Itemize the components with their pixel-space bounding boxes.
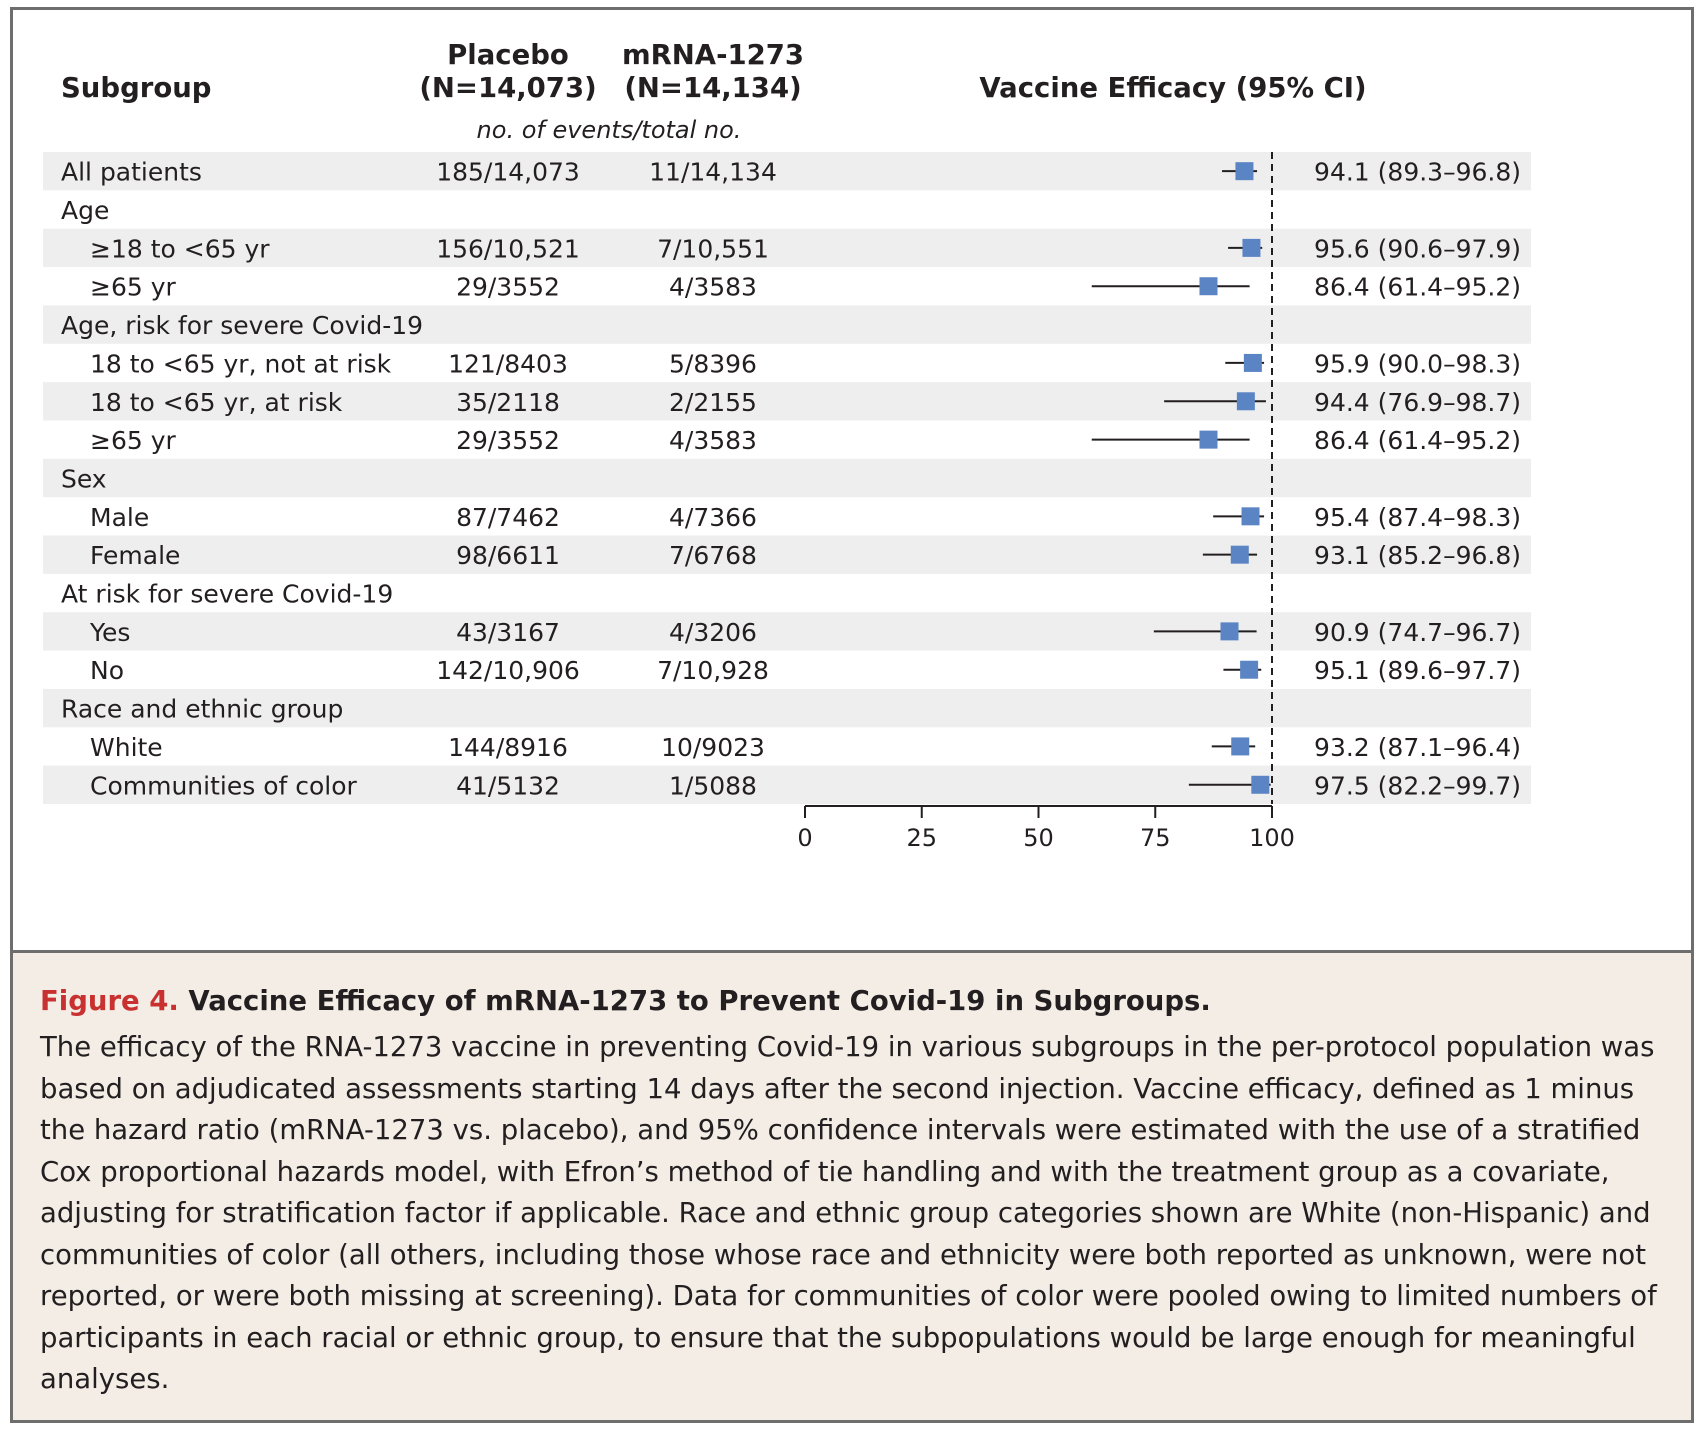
efficacy-ci-text: 95.1 (89.6–97.7) [1314, 656, 1521, 685]
placebo-events: 29/3552 [456, 273, 560, 302]
subgroup-label: ≥65 yr [90, 273, 177, 302]
x-tick-label: 75 [1140, 824, 1171, 852]
subgroup-label: ≥18 to <65 yr [90, 234, 270, 263]
vaccine-events: 7/10,928 [657, 656, 769, 685]
placebo-events: 29/3552 [456, 426, 560, 455]
placebo-n-header: (N=14,073) [419, 72, 596, 104]
row-shade [43, 765, 1531, 804]
efficacy-marker [1199, 430, 1218, 449]
vaccine-events: 7/6768 [669, 541, 757, 570]
x-tick-label: 0 [797, 824, 812, 852]
subgroup-label: Female [90, 541, 180, 570]
row-shade [43, 382, 1531, 421]
column-headers: Subgroup Placebo (N=14,073) mRNA-1273 (N… [61, 39, 1367, 144]
vaccine-events: 2/2155 [669, 388, 757, 417]
subgroup-label: ≥65 yr [90, 426, 177, 455]
vaccine-events: 10/9023 [661, 733, 765, 762]
caption-body: The efficacy of the RNA-1273 vaccine in … [40, 1031, 1657, 1395]
figure-caption: Figure 4. Vaccine Efficacy of mRNA-1273 … [13, 950, 1691, 1420]
placebo-events: 87/7462 [456, 503, 560, 532]
efficacy-marker [1240, 660, 1259, 679]
row-shade [43, 612, 1531, 651]
efficacy-marker [1236, 392, 1255, 411]
placebo-events: 144/8916 [448, 733, 568, 762]
vaccine-events: 4/3583 [669, 273, 757, 302]
efficacy-ci-text: 93.2 (87.1–96.4) [1314, 733, 1521, 762]
efficacy-marker [1199, 277, 1218, 296]
efficacy-ci-text: 95.4 (87.4–98.3) [1314, 503, 1521, 532]
subgroup-label: Yes [89, 618, 130, 647]
row-shade [43, 152, 1531, 191]
vaccine-events: 7/10,551 [657, 234, 769, 263]
vaccine-n-header: (N=14,134) [624, 72, 801, 104]
efficacy-ci-text: 95.9 (90.0–98.3) [1314, 349, 1521, 378]
figure-label: Figure 4. [40, 985, 179, 1017]
efficacy-marker [1230, 545, 1249, 564]
subgroup-label: Age, risk for severe Covid-19 [61, 311, 423, 340]
plot-area [1091, 152, 1273, 804]
efficacy-ci-text: 97.5 (82.2–99.7) [1314, 771, 1521, 800]
placebo-events: 41/5132 [456, 771, 560, 800]
subgroup-label: All patients [61, 158, 202, 187]
x-tick-label: 50 [1023, 824, 1054, 852]
efficacy-ci-text: 95.6 (90.6–97.9) [1314, 234, 1521, 263]
row-shade [43, 458, 1531, 498]
x-tick-label: 25 [906, 824, 937, 852]
subgroup-label: No [90, 656, 124, 685]
efficacy-marker [1243, 353, 1262, 372]
efficacy-ci-text: 86.4 (61.4–95.2) [1314, 273, 1521, 302]
vaccine-events: 4/3206 [669, 618, 757, 647]
placebo-events: 121/8403 [448, 349, 568, 378]
efficacy-column-header: Vaccine Efficacy (95% CI) [979, 72, 1366, 104]
efficacy-marker [1241, 507, 1260, 526]
subgroup-label: Race and ethnic group [61, 695, 343, 724]
placebo-column-header: Placebo [447, 39, 569, 71]
caption-title: Vaccine Efficacy of mRNA-1273 to Prevent… [188, 985, 1211, 1017]
subgroup-label: Sex [61, 464, 107, 493]
vaccine-events: 1/5088 [669, 771, 757, 800]
events-subheader: no. of events/total no. [477, 116, 742, 144]
subgroup-label: Male [90, 503, 149, 532]
subgroup-column-header: Subgroup [61, 72, 211, 104]
x-tick-label: 100 [1249, 824, 1295, 852]
vaccine-column-header: mRNA-1273 [622, 39, 804, 71]
efficacy-marker [1220, 622, 1239, 641]
row-shade [43, 228, 1531, 268]
placebo-events: 142/10,906 [436, 656, 580, 685]
efficacy-ci-text: 86.4 (61.4–95.2) [1314, 426, 1521, 455]
row-shade [43, 535, 1531, 574]
subgroup-label: Communities of color [90, 771, 358, 800]
placebo-events: 98/6611 [456, 541, 560, 570]
x-axis: 0 25 50 75 100 [797, 805, 1295, 852]
efficacy-marker [1251, 775, 1270, 794]
placebo-events: 35/2118 [456, 388, 560, 417]
row-shading [43, 152, 1531, 804]
placebo-events: 156/10,521 [436, 234, 580, 263]
row-text: All patients 185/14,073 11/14,134 94.1 (89.… [61, 158, 1521, 801]
subgroup-label: Age [61, 196, 109, 225]
vaccine-events: 4/3583 [669, 426, 757, 455]
subgroup-label: White [90, 733, 163, 762]
subgroup-label: 18 to <65 yr, at risk [90, 388, 343, 417]
row-shade [43, 305, 1531, 344]
placebo-events: 43/3167 [456, 618, 560, 647]
forest-plot: Subgroup Placebo (N=14,073) mRNA-1273 (N… [43, 39, 1531, 852]
subgroup-label: At risk for severe Covid-19 [61, 580, 393, 609]
efficacy-ci-text: 94.1 (89.3–96.8) [1314, 158, 1521, 187]
efficacy-marker [1242, 238, 1261, 257]
vaccine-events: 11/14,134 [649, 158, 777, 187]
efficacy-marker [1235, 162, 1254, 181]
efficacy-ci-text: 93.1 (85.2–96.8) [1314, 541, 1521, 570]
subgroup-label: 18 to <65 yr, not at risk [90, 349, 392, 378]
placebo-events: 185/14,073 [436, 158, 580, 187]
efficacy-ci-text: 94.4 (76.9–98.7) [1314, 388, 1521, 417]
row-shade [43, 688, 1531, 728]
caption-title-line: Figure 4. Vaccine Efficacy of mRNA-1273 … [40, 983, 1661, 1019]
efficacy-marker [1231, 737, 1250, 756]
efficacy-ci-text: 90.9 (74.7–96.7) [1314, 618, 1521, 647]
vaccine-events: 4/7366 [669, 503, 757, 532]
vaccine-events: 5/8396 [669, 349, 757, 378]
figure-frame: Subgroup Placebo (N=14,073) mRNA-1273 (N… [10, 7, 1694, 1423]
